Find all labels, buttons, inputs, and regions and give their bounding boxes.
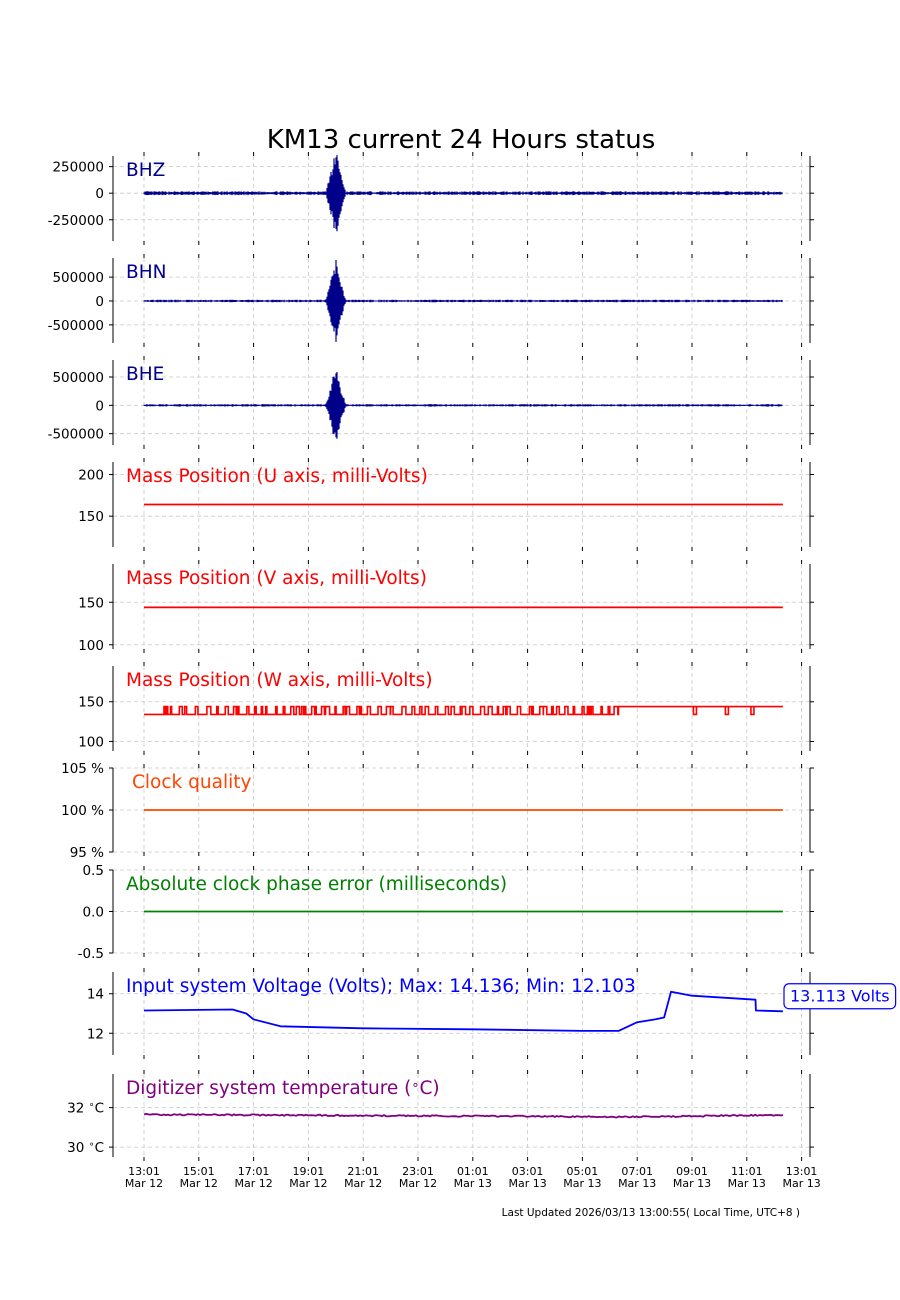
panel-8: 0.5 0.0 -0.5 Absolute clock phase error (mi… bbox=[78, 863, 814, 962]
x-tick-date: Mar 12 bbox=[125, 1177, 163, 1190]
panel-label: BHN bbox=[126, 262, 166, 283]
panel-2: 500000 0 -500000 BHN bbox=[48, 254, 814, 347]
y-tick-label: 30 ∘C bbox=[67, 1139, 104, 1156]
panel-label: Mass Position (V axis, milli-Volts) bbox=[126, 568, 427, 589]
y-tick-label: 0.5 bbox=[83, 863, 104, 879]
series-dropout bbox=[724, 706, 730, 716]
panel-10: 32 ∘C 30 ∘C Digitizer system temperature (… bbox=[67, 1070, 814, 1161]
panel-9: 14 12 Input system Voltage (Volts); Max: 1… bbox=[87, 968, 897, 1059]
series-dropout bbox=[750, 706, 755, 716]
x-tick-date: Mar 13 bbox=[454, 1177, 492, 1190]
x-tick-time: 11:01 bbox=[731, 1165, 763, 1178]
x-tick-time: 13:01 bbox=[128, 1165, 160, 1178]
x-tick-time: 23:01 bbox=[402, 1165, 434, 1178]
x-tick-time: 01:01 bbox=[457, 1165, 489, 1178]
y-tick-label: -500000 bbox=[48, 427, 104, 443]
x-tick-time: 21:01 bbox=[347, 1165, 379, 1178]
x-tick-date: Mar 13 bbox=[728, 1177, 766, 1190]
panel-label: BHE bbox=[126, 364, 164, 385]
x-tick-date: Mar 12 bbox=[180, 1177, 218, 1190]
panel-label: BHZ bbox=[126, 160, 165, 181]
y-tick-label: 100 bbox=[78, 734, 104, 750]
x-tick-time: 17:01 bbox=[238, 1165, 270, 1178]
y-tick-label: 150 bbox=[78, 595, 104, 611]
y-tick-label: 0.0 bbox=[83, 905, 104, 921]
x-tick-time: 07:01 bbox=[621, 1165, 653, 1178]
x-tick-date: Mar 12 bbox=[289, 1177, 327, 1190]
x-tick-date: Mar 13 bbox=[563, 1177, 601, 1190]
y-tick-label: 150 bbox=[78, 695, 104, 711]
x-tick-date: Mar 13 bbox=[618, 1177, 656, 1190]
x-tick-date: Mar 13 bbox=[508, 1177, 546, 1190]
y-tick-label: 12 bbox=[87, 1026, 104, 1042]
x-tick-time: 03:01 bbox=[512, 1165, 544, 1178]
panel-1: 250000 0 -250000 BHZ bbox=[48, 152, 814, 245]
panel-7: 105 % 100 % 95 % Clock quality bbox=[61, 761, 814, 861]
chart-title: KM13 current 24 Hours status bbox=[267, 125, 656, 155]
y-tick-label: 200 bbox=[78, 468, 104, 484]
x-tick-date: Mar 13 bbox=[782, 1177, 820, 1190]
y-tick-label: 500000 bbox=[52, 270, 104, 286]
y-tick-label: 0 bbox=[95, 186, 104, 202]
waveform-trace bbox=[143, 155, 783, 232]
y-tick-label: 500000 bbox=[52, 370, 104, 386]
y-tick-label: -250000 bbox=[48, 213, 104, 229]
panel-4: 200 150 Mass Position (U axis, milli-Volts… bbox=[78, 458, 814, 551]
panel-3: 500000 0 -500000 BHE bbox=[48, 356, 814, 449]
x-tick-date: Mar 12 bbox=[399, 1177, 437, 1190]
series-line bbox=[144, 705, 783, 716]
y-tick-label: 32 ∘C bbox=[67, 1100, 104, 1117]
y-tick-label: 100 bbox=[78, 638, 104, 654]
panel-label: Absolute clock phase error (milliseconds… bbox=[126, 874, 507, 895]
panel-6: 150 100 Mass Position (W axis, milli-Volts… bbox=[78, 662, 814, 755]
y-tick-label: 105 % bbox=[61, 761, 104, 777]
y-tick-label: 0 bbox=[95, 294, 104, 310]
waveform-trace bbox=[143, 260, 783, 342]
series-dropout bbox=[692, 706, 698, 716]
last-updated-text: Last Updated 2026/03/13 13:00:55( Local … bbox=[502, 1207, 800, 1219]
panel-label: Clock quality bbox=[132, 772, 251, 793]
y-tick-label: 0 bbox=[95, 398, 104, 414]
x-tick-date: Mar 12 bbox=[234, 1177, 272, 1190]
y-tick-label: 95 % bbox=[70, 845, 104, 861]
x-tick-date: Mar 12 bbox=[344, 1177, 382, 1190]
panel-label: Mass Position (W axis, milli-Volts) bbox=[126, 670, 433, 691]
series-line bbox=[143, 990, 783, 1032]
panels: 2500000-250000BHZ5000000-500000BHN500000… bbox=[48, 152, 897, 1161]
x-tick-time: 13:01 bbox=[786, 1165, 818, 1178]
series-line bbox=[143, 1112, 784, 1119]
panel-label: Digitizer system temperature (∘C) bbox=[126, 1078, 440, 1099]
voltage-callout-box bbox=[783, 983, 897, 1010]
panel-label: Input system Voltage (Volts); Max: 14.13… bbox=[126, 976, 636, 997]
x-tick-time: 05:01 bbox=[567, 1165, 599, 1178]
x-tick-time: 09:01 bbox=[676, 1165, 708, 1178]
y-tick-label: 14 bbox=[87, 987, 104, 1003]
y-tick-label: 150 bbox=[78, 509, 104, 525]
panel-5: 150 100 Mass Position (V axis, milli-Volts… bbox=[78, 560, 814, 654]
y-tick-label: 250000 bbox=[52, 160, 104, 176]
panel-label: Mass Position (U axis, milli-Volts) bbox=[126, 466, 428, 487]
voltage-callout: 13.113 Volts bbox=[790, 987, 890, 1006]
waveform-trace bbox=[143, 372, 783, 439]
x-tick-date: Mar 13 bbox=[673, 1177, 711, 1190]
x-tick-time: 15:01 bbox=[183, 1165, 215, 1178]
y-tick-label: -500000 bbox=[48, 318, 104, 334]
y-tick-label: -0.5 bbox=[78, 946, 104, 962]
y-tick-label: 100 % bbox=[61, 803, 104, 819]
x-tick-time: 19:01 bbox=[293, 1165, 325, 1178]
